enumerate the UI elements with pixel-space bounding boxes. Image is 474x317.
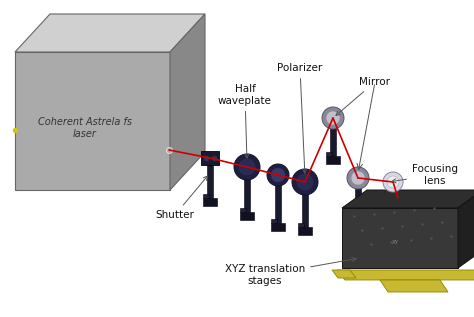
Circle shape [326,111,340,125]
Polygon shape [240,208,246,212]
Circle shape [347,167,369,189]
Text: Mirror: Mirror [336,77,391,115]
Polygon shape [15,52,170,190]
Polygon shape [275,180,281,223]
Text: Shutter: Shutter [155,176,208,220]
Polygon shape [170,14,205,190]
Polygon shape [355,183,361,216]
Polygon shape [337,270,474,280]
Polygon shape [15,14,205,52]
Polygon shape [326,152,332,156]
Circle shape [267,164,289,186]
Polygon shape [271,219,277,223]
Polygon shape [298,223,304,227]
Polygon shape [458,190,474,268]
Text: XYZ translation
stages: XYZ translation stages [225,257,356,286]
Polygon shape [386,213,392,217]
Polygon shape [326,156,340,164]
Polygon shape [207,163,213,198]
Text: Focusing
lens: Focusing lens [392,164,458,186]
Polygon shape [203,194,209,198]
Polygon shape [332,270,356,278]
Circle shape [351,171,365,185]
Circle shape [322,107,344,129]
Text: Polarizer: Polarizer [277,63,323,173]
Polygon shape [342,208,458,268]
Polygon shape [302,187,308,227]
Polygon shape [298,227,312,235]
Polygon shape [351,216,365,224]
Circle shape [239,159,255,175]
Circle shape [292,169,318,195]
Polygon shape [330,123,336,156]
Polygon shape [351,212,357,216]
Polygon shape [271,223,285,231]
Text: XY: XY [392,241,399,245]
Polygon shape [244,172,250,212]
Polygon shape [390,187,396,217]
Text: Coherent Astrela fs
laser: Coherent Astrela fs laser [38,117,132,139]
Polygon shape [342,190,474,208]
Circle shape [297,174,313,190]
Polygon shape [203,198,217,206]
Polygon shape [380,280,448,292]
Circle shape [383,172,403,192]
Circle shape [271,168,285,182]
Polygon shape [201,151,219,165]
Polygon shape [386,217,400,225]
Text: Half
waveplate: Half waveplate [218,84,272,158]
Polygon shape [240,212,254,220]
Circle shape [387,176,399,188]
Circle shape [234,154,260,180]
